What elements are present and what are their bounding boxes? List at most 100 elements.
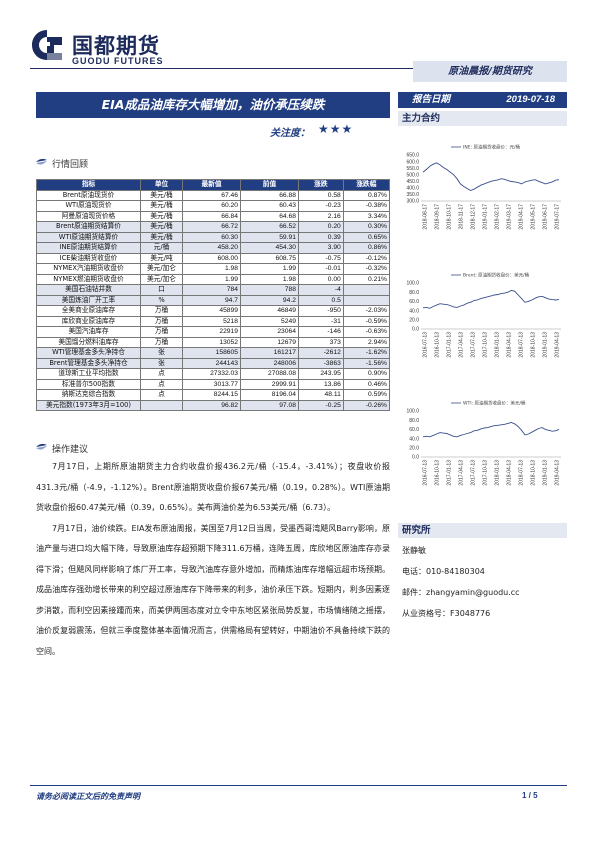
x-tick-label: 2018-04-13 [507,332,513,358]
y-tick-label: 40.0 [409,308,419,314]
table-cell: 张 [140,347,183,359]
y-tick-label: 60.0 [409,427,419,433]
x-tick-label: 2019-04-13 [555,332,561,358]
table-cell: 244143 [182,357,241,369]
table-cell: 243.95 [297,368,344,380]
table-cell: 0.87% [342,189,391,201]
chart-ine: INE: 原油期货收盘价：元/桶 650.0 600.0 550.0 500.0 450.… [399,137,567,247]
table-cell: -1.62% [342,347,391,359]
advice-title: 操作建议 [52,445,89,455]
table-cell: Brent管理基金多头净持仓 [36,357,141,369]
table-cell: 美国炼油厂开工率 [36,294,141,306]
legend-label: WTI: 原油期货收盘价：美元/桶 [463,400,526,407]
table-cell: 94.2 [239,294,299,306]
table-cell: 点 [140,389,183,401]
x-tick-label: 2019-04-17 [519,204,525,230]
table-cell: 0.90% [342,368,391,380]
table-cell: -950 [297,305,344,317]
table-cell: 万桶 [140,336,183,348]
table-cell: 1.99 [182,273,241,285]
table-cell: 0.30% [342,221,391,233]
table-cell: -0.59% [342,315,391,327]
table-row: 美国炼油厂开工率% 94.7 94.2 0.5 [36,294,391,306]
chart-wti: WTI: 原油期货收盘价：美元/桶 100.0 80.0 60.0 40.0 20.0 0.… [399,393,567,503]
table-row: 标准普尔500指数点 3013.77 2999.91 13.86 0.46% [36,378,391,390]
table-cell: 373 [297,336,344,348]
table-cell: 标准普尔500指数 [36,378,141,390]
report-date-label: 报告日期 [412,94,451,105]
table-cell: 0.65% [342,231,391,243]
table-cell: -31 [297,315,344,327]
report-title: EIA成品油库存大幅增加，油价承压续跌 [36,92,390,118]
table-row: Brent原油现货价 美元/桶 67.46 66.88 0.58 0.87% [36,189,391,201]
x-tick-label: 2019-01-13 [543,460,549,486]
table-cell [342,284,391,296]
y-tick-label: 300.0 [406,199,419,205]
table-cell: ICE柴油期货收盘价 [36,252,141,264]
x-tick-label: 2017-04-13 [459,332,465,358]
table-row: 美国石油钻井数口 784 788 -4 [36,284,391,296]
x-tick-label: 2019-04-13 [555,460,561,486]
table-cell: 608.75 [239,252,299,264]
table-cell: 27088.08 [239,368,299,380]
y-tick-label: 100.0 [406,409,419,415]
table-cell: 0.21% [342,273,391,285]
x-tick-label: 2018-01-13 [495,460,501,486]
table-cell: 158605 [182,347,241,359]
table-cell: 8244.15 [182,389,241,401]
table-cell: 2.16 [297,210,344,222]
table-cell: 0.46% [342,378,391,390]
table-cell: 美元指数(1973年3月=100) [36,399,141,411]
table-cell: 点 [140,368,183,380]
table-cell: -0.25 [297,399,344,411]
report-category-tab: 原油晨报/期货研究 [413,61,567,82]
x-tick-label: 2017-01-13 [447,332,453,358]
table-cell: 0.00 [297,273,344,285]
table-cell: 美元/吨 [140,252,183,264]
page-number: 1 / 5 [522,791,538,800]
y-tick-label: 550.0 [406,166,419,172]
table-cell: 13052 [182,336,241,348]
series-line [422,289,560,309]
researcher-license: 从业资格号：F3048776 [402,609,491,618]
table-cell: 66.72 [182,221,241,233]
table-cell: 46849 [239,305,299,317]
table-cell: 美国石油钻井数 [36,284,141,296]
table-cell: -1.56% [342,357,391,369]
x-tick-label: 2016-10-13 [435,460,441,486]
footer-rule [30,785,567,786]
table-cell: 1.98 [239,273,299,285]
table-row: 美国馏分燃料油库存 万桶 13052 12679 373 2.94% [36,336,391,348]
table-cell: 美国汽油库存 [36,326,141,338]
legend-label: Brent: 原油期货收盘价：美元/桶 [463,272,530,279]
researcher-name: 张静敏 [402,546,426,555]
table-cell: 0.39 [297,231,344,243]
y-tick-label: 600.0 [406,159,419,165]
table-cell: 96.82 [182,399,241,411]
y-tick-label: 450.0 [406,179,419,185]
y-tick-label: 0.0 [412,455,419,461]
table-row: 库欣商业原油库存 万桶 5218 5249 -31 -0.59% [36,315,391,327]
researcher-email: 邮件：zhangyamin@guodu.cc [402,588,520,597]
table-cell: -2.03% [342,305,391,317]
table-header-cell: 涨跌幅 [342,179,391,191]
table-cell [342,294,391,306]
x-tick-label: 2017-04-13 [459,460,465,486]
table-cell: 66.88 [239,189,299,201]
table-row: INE原油期货结算价 元/桶 458.20 454.30 3.90 0.86% [36,242,391,254]
table-cell: 纳斯达克综合指数 [36,389,141,401]
x-tick-label: 2018-11-17 [459,204,465,229]
y-tick-label: 80.0 [409,290,419,296]
x-tick-label: 2017-10-13 [483,332,489,358]
table-cell: 608.00 [182,252,241,264]
table-cell: -0.12% [342,252,391,264]
header-rule [30,68,567,69]
x-tick-label: 2017-07-13 [471,332,477,358]
table-cell: 点 [140,378,183,390]
researcher-heading: 研究所 [398,523,567,538]
table-cell: 5218 [182,315,241,327]
advice-body: 7月17日，上期所原油期货主力合约收盘价报436.2元/桶（-15.4，-3.4… [36,457,390,662]
y-tick-label: 100.0 [406,281,419,287]
x-tick-label: 2018-01-13 [495,332,501,358]
table-cell: 67.46 [182,189,241,201]
